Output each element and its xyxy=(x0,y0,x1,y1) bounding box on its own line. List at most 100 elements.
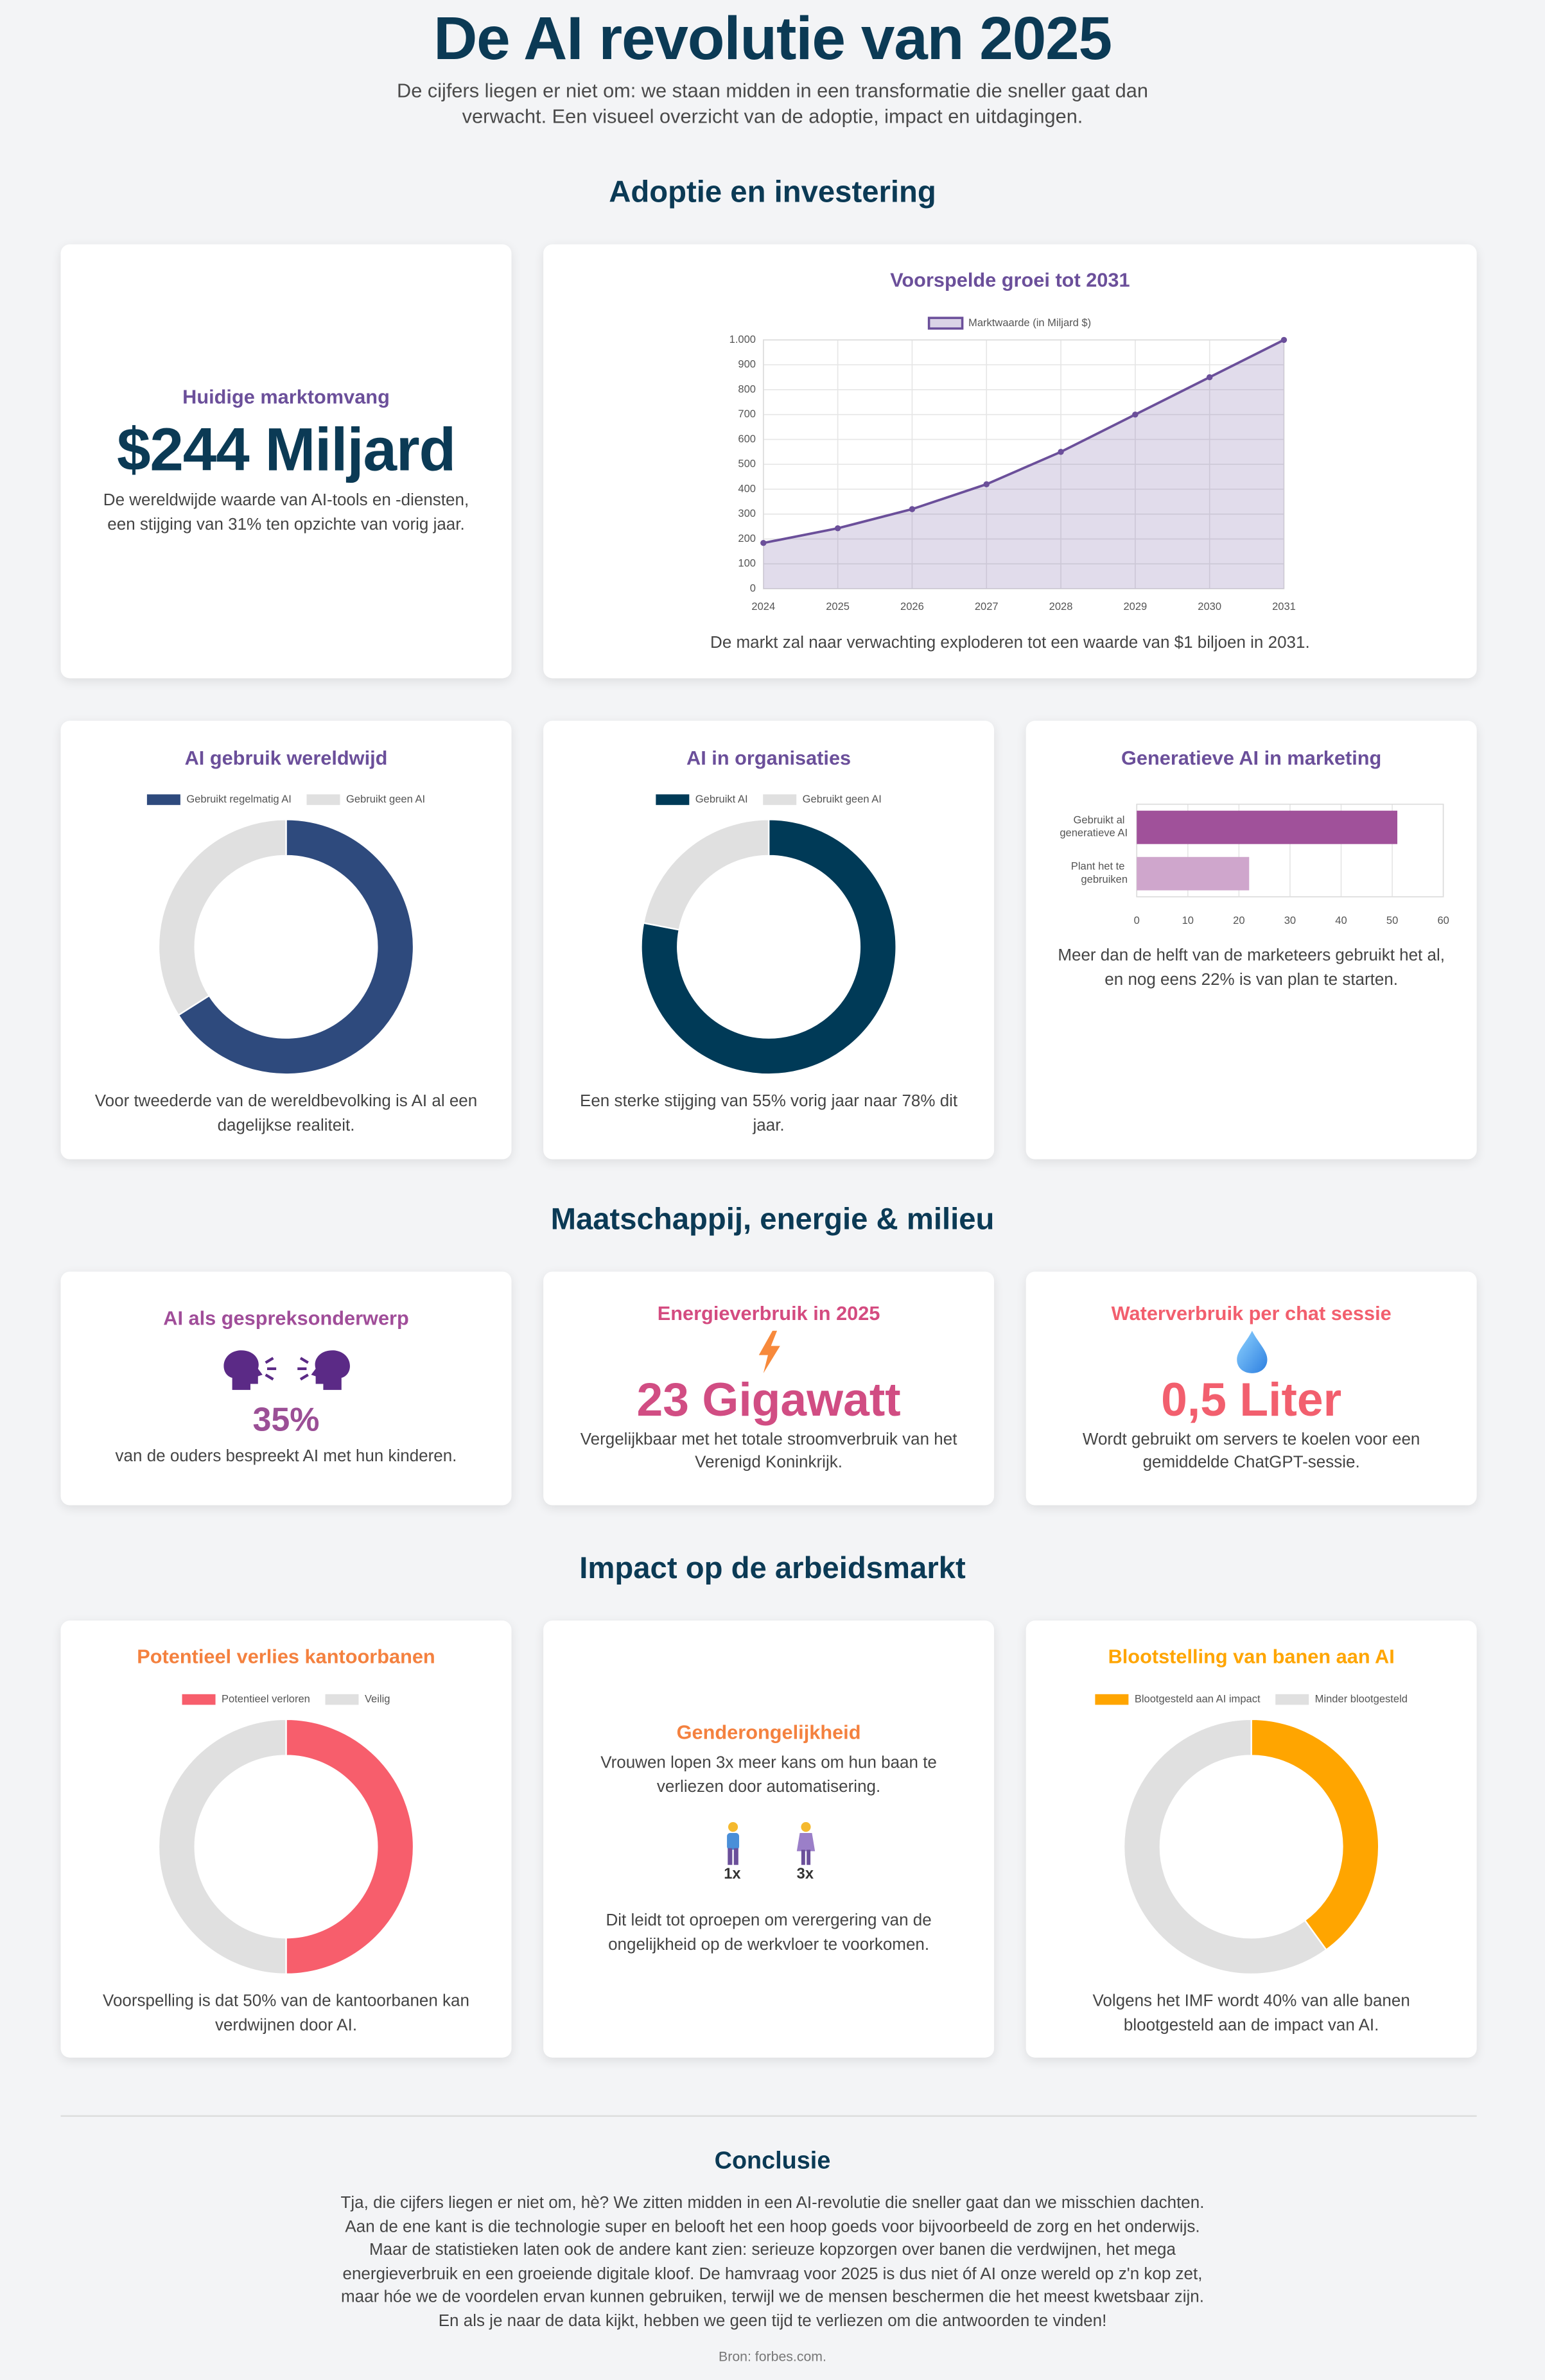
doughnut-segment xyxy=(640,819,897,1075)
legend-label: Blootgesteld aan AI impact xyxy=(1135,1692,1261,1705)
lightning xyxy=(758,1330,780,1373)
stat-title: Huidige marktomvang xyxy=(182,385,390,408)
section-title: Maatschappij, energie & milieu xyxy=(550,1203,995,1237)
legend-label: Minder blootgesteld xyxy=(1315,1692,1408,1705)
source: Bron: forbes.com. xyxy=(719,2349,826,2365)
legend: Gebruikt regelmatig AI Gebruikt geen AI xyxy=(146,793,425,805)
stat-title: Waterverbruik per chat sessie xyxy=(1111,1301,1392,1325)
speech-lines xyxy=(297,1357,308,1381)
x-tick-label: 2030 xyxy=(1198,600,1221,612)
droplet xyxy=(1236,1330,1267,1373)
stat-text: Wordt gebruikt om servers te koelen voor… xyxy=(1082,1430,1420,1472)
chart-title: Voorspelde groei tot 2031 xyxy=(890,268,1130,291)
chart-caption: Volgens het IMF wordt 40% van alle banen… xyxy=(1092,1992,1410,2035)
x-tick-label: 60 xyxy=(1437,914,1449,926)
gender-card: Genderongelijkheid Vrouwen lopen 3x meer… xyxy=(543,1620,995,2058)
x-tick-label: 2031 xyxy=(1272,600,1296,612)
legend: Gebruikt AI Gebruikt geen AI xyxy=(656,793,882,805)
point xyxy=(909,506,916,512)
legend: Marktwaarde (in Miljard $) xyxy=(927,317,1091,330)
legend: Potentieel verloren Veilig xyxy=(182,1692,390,1705)
x-tick-label: 2025 xyxy=(826,600,850,612)
person-icon xyxy=(726,1822,738,1865)
x-tick-label: 0 xyxy=(1134,914,1140,926)
stat-title: Energieverbruik in 2025 xyxy=(657,1301,880,1325)
chart-card: Potentieel verlies kantoorbanen Potentie… xyxy=(60,1620,512,2058)
stat-text: van de ouders bespreekt AI met hun kinde… xyxy=(115,1448,457,1466)
doughnut-segment xyxy=(642,819,770,931)
chart-card: Blootstelling van banen aan AI Blootgest… xyxy=(1026,1620,1477,2058)
page-subtitle: De cijfers liegen er niet om: we staan m… xyxy=(397,78,1148,127)
x-tick-label: 2029 xyxy=(1123,600,1147,612)
point xyxy=(1280,336,1288,343)
x-tick-label: 10 xyxy=(1182,914,1194,926)
stat-card: AI als gespreksonderwerp 35% van de oude… xyxy=(60,1271,512,1506)
x-tick-label: 2027 xyxy=(975,600,999,612)
x-tick-label: 30 xyxy=(1284,914,1296,926)
x-tick-label: 40 xyxy=(1335,914,1347,926)
people-row: 1x 3x xyxy=(722,1821,816,1883)
legend-swatch xyxy=(927,317,964,330)
legend-label: Gebruikt geen AI xyxy=(346,793,425,805)
chart-title: AI gebruik wereldwijd xyxy=(184,746,388,770)
person: 1x xyxy=(722,1821,743,1883)
legend-swatch xyxy=(325,1694,359,1705)
stat-text: De wereldwijde waarde van AI-tools en -d… xyxy=(103,491,469,534)
line-chart: Marktwaarde (in Miljard $) 0 100 200 300 400 5… xyxy=(729,317,1296,612)
doughnut-chart: Potentieel verloren Veilig xyxy=(157,1692,415,1976)
chart-card: Generatieve AI in marketing 0 10 20 30 40 50 6… xyxy=(1026,720,1477,1160)
stat-value: 23 Gigawatt xyxy=(636,1372,901,1426)
person-label: 3x xyxy=(796,1866,814,1884)
page-title: De AI revolutie van 2025 xyxy=(433,6,1112,73)
chart-title: AI in organisaties xyxy=(686,746,851,770)
legend-label: Veilig xyxy=(365,1692,390,1705)
legend-swatch xyxy=(146,794,180,805)
x-tick-label: 20 xyxy=(1233,914,1244,926)
legend: Blootgesteld aan AI impact Minder blootge… xyxy=(1095,1692,1408,1705)
doughnut-segment xyxy=(1250,1718,1380,1951)
line xyxy=(763,338,1285,544)
chart-title: Blootstelling van banen aan AI xyxy=(1108,1644,1395,1668)
doughnut-chart: Gebruikt AI Gebruikt geen AI xyxy=(640,793,897,1075)
x-tick-label: 2026 xyxy=(900,600,924,612)
doughnut-segment xyxy=(157,1718,287,1976)
legend-swatch xyxy=(1275,1694,1309,1705)
y-tick-label: Plant het te gebruiken xyxy=(1071,860,1128,885)
person: 3x xyxy=(794,1821,816,1883)
y-tick-label: 0 xyxy=(750,582,756,594)
y-tick-label: 700 xyxy=(738,408,756,420)
area xyxy=(763,340,1284,589)
chart-card: Voorspelde groei tot 2031 Marktwaarde (i… xyxy=(543,244,1477,679)
chart-caption: Meer dan de helft van de marketeers gebr… xyxy=(1058,946,1445,989)
chart-title: Generatieve AI in marketing xyxy=(1121,746,1382,770)
plot-border xyxy=(1136,803,1444,898)
legend-swatch xyxy=(306,794,340,805)
legend-label: Potentieel verloren xyxy=(222,1692,310,1705)
y-tick-label: 200 xyxy=(738,532,756,544)
legend-label: Marktwaarde (in Miljard $) xyxy=(968,317,1091,329)
stat-value: 0,5 Liter xyxy=(1161,1372,1342,1426)
legend-label: Gebruikt regelmatig AI xyxy=(186,793,292,805)
legend-swatch xyxy=(763,794,797,805)
stat-value: 35% xyxy=(252,1401,320,1439)
point xyxy=(1058,449,1064,455)
chart-caption: Voorspelling is dat 50% van de kantoorba… xyxy=(103,1992,469,2035)
stat-text: Vergelijkbaar met het totale stroomverbr… xyxy=(580,1430,957,1472)
head-icon xyxy=(223,1350,262,1391)
y-tick-label: 100 xyxy=(738,557,756,569)
y-tick-label: 500 xyxy=(738,458,756,470)
legend-swatch xyxy=(182,1694,216,1705)
chart-caption: Voor tweederde van de wereldbevolking is… xyxy=(94,1092,478,1134)
point xyxy=(760,539,767,546)
doughnut-segment xyxy=(157,819,287,1016)
person-icon xyxy=(796,1822,814,1865)
doughnut-segment xyxy=(285,1718,415,1976)
x-tick-label: 2028 xyxy=(1049,600,1073,612)
legend-label: Gebruikt geen AI xyxy=(803,793,882,805)
x-tick-label: 50 xyxy=(1386,914,1398,926)
doughnut-chart: Blootgesteld aan AI impact Minder blootge… xyxy=(1095,1692,1408,1976)
person-label: 1x xyxy=(724,1866,741,1884)
y-tick-label: 600 xyxy=(738,433,756,445)
y-tick-label: 800 xyxy=(738,383,756,395)
